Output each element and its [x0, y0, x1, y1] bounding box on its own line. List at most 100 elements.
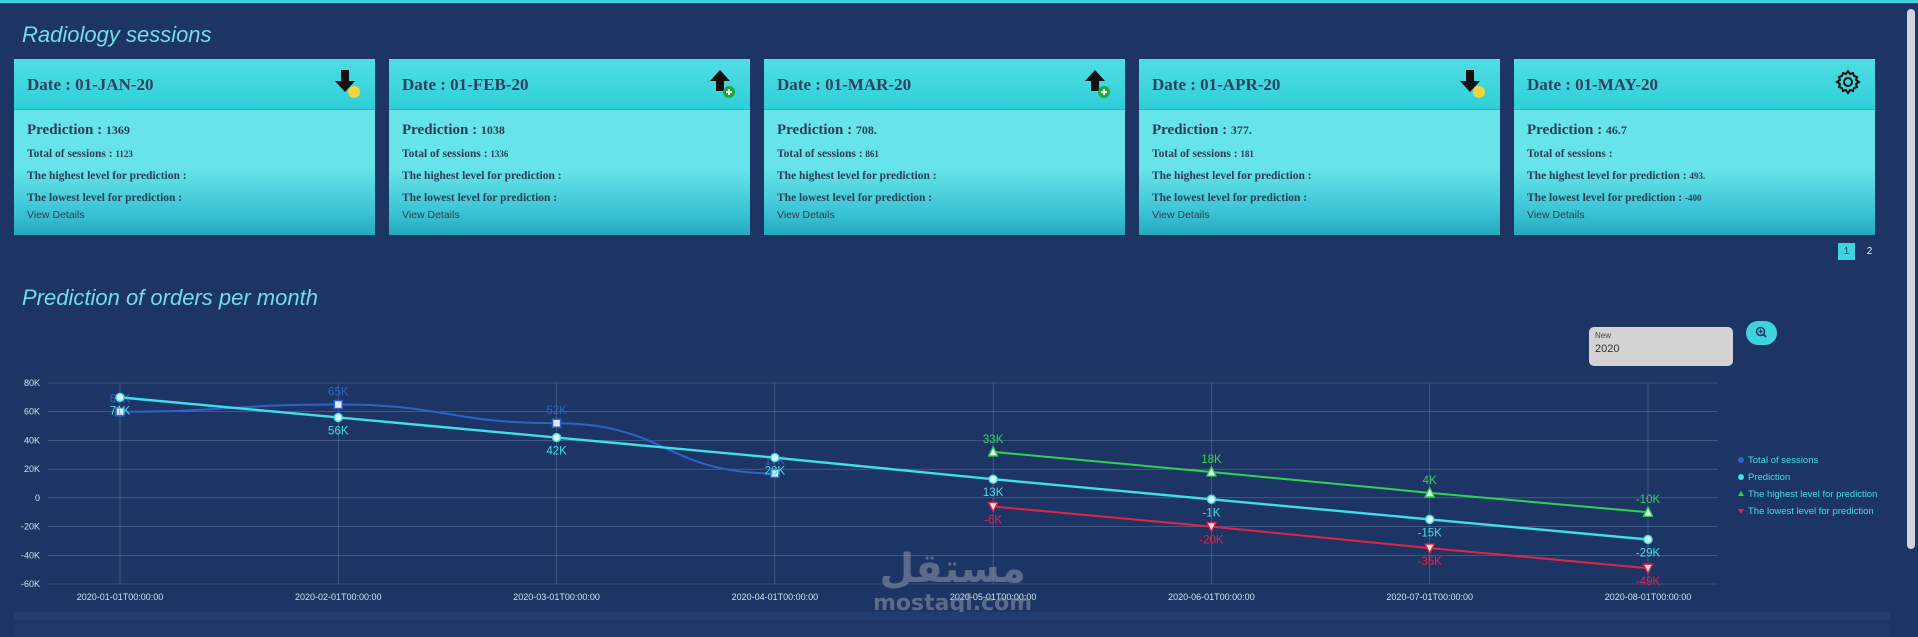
prediction-line-chart: 80K 60K 40K 20K 0 -20K -40K -60K 2020-01-01T00:0…	[21, 378, 1877, 602]
arrow-up-plus-icon	[1083, 68, 1113, 100]
card-prediction-value: 1038	[480, 123, 505, 137]
card-total: Total of sessions : 861	[777, 148, 1112, 160]
card-total: Total of sessions : 181	[1152, 148, 1487, 160]
page-1-button[interactable]: 1	[1838, 243, 1855, 260]
page-scrollbar[interactable]	[1904, 3, 1918, 637]
year-filter-value: 2020	[1595, 343, 1620, 355]
legend-marker	[1738, 491, 1744, 496]
year-filter-label: New	[1595, 331, 1612, 340]
data-label: -6K	[984, 514, 1002, 526]
chart-footer-band	[14, 612, 1890, 620]
mostaql-watermark: مستقل mostaql.com	[873, 547, 1032, 616]
x-tick-label: 2020-05-01T00:00:00	[950, 592, 1037, 602]
data-point-triangle-down	[1205, 521, 1217, 534]
card-total-label: Total of sessions :	[402, 148, 488, 160]
view-details-link[interactable]: View Details	[1527, 209, 1585, 221]
arrow-down-coin-icon	[333, 68, 363, 100]
view-details-link[interactable]: View Details	[1152, 209, 1210, 221]
card-prediction: Prediction : 1038	[402, 122, 737, 139]
zoom-icon	[1755, 326, 1767, 338]
card-prediction-label: Prediction :	[777, 122, 853, 138]
card-lowest-value: -400	[1685, 193, 1702, 203]
view-details-link[interactable]: View Details	[402, 209, 460, 221]
y-tick-label: 0	[35, 493, 40, 503]
card-highest: The highest level for prediction :	[1152, 170, 1487, 182]
card-prediction: Prediction : 46.7	[1527, 122, 1862, 139]
y-tick-label: -60K	[21, 579, 40, 589]
x-tick-label: 2020-02-01T00:00:00	[295, 592, 382, 602]
data-label: 65K	[328, 387, 349, 399]
legend-marker	[1738, 474, 1744, 480]
card-total-value: 861	[865, 149, 879, 159]
card-lowest-label: The lowest level for prediction :	[777, 192, 933, 204]
data-label: 28K	[765, 466, 786, 478]
section-title-prediction: Prediction of orders per month	[22, 285, 318, 310]
legend-marker	[1738, 457, 1744, 463]
top-accent-line	[0, 0, 1918, 3]
data-label: -20K	[1199, 535, 1224, 547]
view-details-link[interactable]: View Details	[777, 209, 835, 221]
card-highest: The highest level for prediction :	[777, 170, 1112, 182]
data-point-square	[770, 468, 780, 479]
data-label: 33K	[983, 434, 1004, 446]
card-date: Date : 01-MAR-20	[764, 59, 1125, 110]
card-highest-label: The highest level for prediction :	[402, 170, 562, 182]
card-lowest-label: The lowest level for prediction :	[27, 192, 183, 204]
scrollbar-thumb[interactable]	[1907, 9, 1915, 549]
card-date: Date : 01-FEB-20	[389, 59, 750, 110]
data-point-circle	[988, 474, 998, 484]
data-label: 71K	[110, 405, 131, 417]
y-tick-label: 60K	[24, 407, 40, 417]
card-prediction-label: Prediction :	[402, 122, 478, 138]
data-point-triangle-up	[987, 445, 999, 457]
card-total-label: Total of sessions :	[777, 148, 863, 160]
data-label: 52K	[546, 405, 567, 417]
data-label: -1K	[1202, 507, 1220, 519]
data-point-triangle-up	[1205, 465, 1217, 477]
card-total-label: Total of sessions :	[1527, 148, 1613, 160]
card-highest: The highest level for prediction : 493.	[1527, 170, 1862, 182]
data-label: 18K	[1201, 454, 1222, 466]
session-card: Date : 01-JAN-20 Prediction : 1369 Total…	[14, 59, 375, 235]
card-date: Date : 01-MAY-20	[1514, 59, 1875, 110]
x-tick-label: 2020-06-01T00:00:00	[1168, 592, 1255, 602]
x-tick-label: 2020-04-01T00:00:00	[732, 592, 819, 602]
data-point-circle	[333, 412, 344, 423]
series-line-0	[119, 403, 775, 475]
legend-label: The highest level for prediction	[1748, 489, 1877, 500]
y-tick-label: -20K	[21, 522, 40, 532]
data-point-triangle-down	[1642, 563, 1654, 575]
pagination: 1 2	[1838, 243, 1878, 260]
legend-label: Prediction	[1748, 472, 1790, 483]
data-point-square	[333, 399, 344, 410]
card-prediction-label: Prediction :	[1152, 122, 1228, 138]
section-title-sessions: Radiology sessions	[22, 22, 212, 47]
data-point-circle	[115, 392, 125, 403]
session-card: Date : 01-APR-20 Prediction : 377. Total…	[1139, 59, 1500, 235]
y-tick-label: 80K	[24, 378, 40, 388]
legend-label: The lowest level for prediction	[1748, 506, 1874, 517]
view-details-link[interactable]: View Details	[27, 209, 85, 221]
card-date: Date : 01-APR-20	[1139, 59, 1500, 110]
card-total-value: 1123	[115, 149, 133, 159]
card-date-label: Date : 01-APR-20	[1152, 75, 1281, 94]
year-filter-field[interactable]: New 2020	[1589, 327, 1733, 366]
card-prediction-label: Prediction :	[1527, 122, 1603, 138]
data-point-circle	[1424, 514, 1435, 525]
data-point-triangle-up	[1424, 486, 1436, 498]
legend-label: Total of sessions	[1748, 455, 1818, 466]
data-point-circle	[551, 432, 562, 443]
y-tick-label: 40K	[24, 435, 40, 445]
data-point-triangle-down	[987, 501, 999, 513]
card-lowest-label: The lowest level for prediction :	[1527, 192, 1683, 204]
data-label: 13K	[983, 487, 1004, 499]
page-2-button[interactable]: 2	[1866, 246, 1873, 257]
data-point-triangle-up	[1642, 505, 1654, 517]
card-prediction-value: 46.7	[1605, 123, 1627, 137]
card-lowest-label: The lowest level for prediction :	[402, 192, 558, 204]
card-highest: The highest level for prediction :	[27, 170, 362, 182]
zoom-button[interactable]	[1746, 321, 1777, 345]
data-label: -29K	[1636, 547, 1661, 559]
card-total-value: 1336	[490, 149, 509, 159]
series-line-1	[119, 396, 1649, 541]
